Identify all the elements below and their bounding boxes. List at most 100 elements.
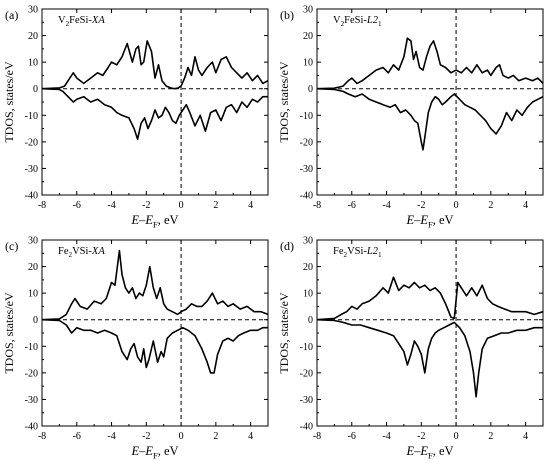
panel-title-part: XA — [91, 246, 105, 257]
panel-title-part: V — [58, 15, 66, 26]
y-tick-label: 10 — [303, 58, 313, 69]
y-tick-label: -20 — [300, 368, 313, 379]
series-line-lower — [316, 318, 543, 398]
y-tick-label: 10 — [28, 58, 38, 69]
x-axis-label-part: F — [153, 451, 158, 461]
panel-title-part: VSi- — [347, 246, 367, 257]
panel-title-part: 2 — [341, 20, 345, 28]
x-axis-label-part: F — [428, 451, 433, 461]
panel-label: (a) — [5, 8, 18, 22]
x-axis-label: E–EF, eV — [130, 213, 178, 230]
y-tick-label: 30 — [303, 5, 313, 16]
panel-label: (b) — [280, 8, 294, 22]
x-tick-label: -2 — [142, 431, 150, 442]
y-tick-label: -10 — [300, 342, 313, 353]
y-axis-label: TDOS, states/eV — [2, 292, 16, 374]
x-tick-label: -8 — [313, 200, 321, 211]
series-line-upper — [316, 276, 544, 321]
x-tick-label: -8 — [313, 431, 321, 442]
x-tick-label: -4 — [382, 431, 390, 442]
y-tick-label: -20 — [300, 137, 313, 148]
x-axis-label-part: – — [413, 213, 421, 227]
y-tick-label: -10 — [300, 111, 313, 122]
panel-title: Fe2VSi-XA — [58, 246, 105, 259]
panel-title-part: L2 — [366, 246, 379, 257]
x-axis-label-part: – — [413, 444, 421, 458]
y-tick-label: 0 — [308, 84, 313, 95]
panel-title-part: 2 — [69, 251, 73, 259]
x-tick-label: -4 — [382, 200, 390, 211]
x-axis-label-part: , eV — [158, 213, 179, 227]
panel-title-part: L2 — [366, 15, 379, 26]
x-tick-label: 2 — [488, 200, 493, 211]
y-tick-label: -30 — [300, 395, 313, 406]
x-tick-label: -2 — [417, 200, 425, 211]
x-axis-label-part: E — [405, 213, 414, 227]
y-tick-label: -20 — [25, 368, 38, 379]
series-line-upper — [41, 249, 269, 321]
plot-frame — [316, 8, 544, 196]
series-line-upper — [41, 40, 269, 90]
y-tick-label: -40 — [300, 191, 313, 202]
x-tick-label: -2 — [142, 200, 150, 211]
x-axis-label-part: E — [130, 213, 139, 227]
x-tick-label: 0 — [454, 200, 459, 211]
panel-title-part: XA — [91, 15, 105, 26]
x-tick-label: -2 — [417, 431, 425, 442]
y-axis-label: TDOS, states/eV — [277, 61, 291, 143]
series-line-lower — [41, 318, 268, 374]
x-tick-label: -4 — [107, 200, 115, 211]
x-tick-label: 0 — [454, 431, 459, 442]
y-tick-label: -30 — [300, 164, 313, 175]
y-tick-label: -40 — [25, 191, 38, 202]
x-tick-label: 4 — [523, 200, 528, 211]
panel-title-part: 2 — [344, 251, 348, 259]
x-axis-label-part: E — [405, 444, 414, 458]
y-axis-label: TDOS, states/eV — [2, 61, 16, 143]
plot-frame — [41, 239, 269, 427]
y-tick-label: -30 — [25, 164, 38, 175]
x-tick-label: 2 — [213, 431, 218, 442]
x-tick-label: -6 — [73, 200, 81, 211]
y-tick-label: -10 — [25, 342, 38, 353]
x-axis-label: E–EF, eV — [405, 444, 453, 461]
y-tick-label: 30 — [28, 236, 38, 247]
x-tick-label: 4 — [248, 200, 253, 211]
x-tick-label: -8 — [38, 431, 46, 442]
y-tick-label: -20 — [25, 137, 38, 148]
x-tick-label: 0 — [179, 431, 184, 442]
x-axis-label-part: E — [144, 444, 153, 458]
panel-title-part: VSi- — [72, 246, 92, 257]
panel-title: V2FeSi-XA — [58, 15, 105, 28]
plot-frame — [41, 8, 269, 196]
panel-title-part: 2 — [66, 20, 70, 28]
series-line-upper — [316, 37, 544, 90]
y-axis-label: TDOS, states/eV — [277, 292, 291, 374]
x-axis-label-part: E — [419, 213, 428, 227]
panel-title-part: Fe — [333, 246, 344, 257]
y-tick-label: 10 — [303, 289, 313, 300]
panel-title-part: V — [333, 15, 341, 26]
y-tick-label: 20 — [303, 31, 313, 42]
y-tick-label: 0 — [33, 84, 38, 95]
y-tick-label: -40 — [300, 422, 313, 433]
x-axis-label-part: – — [138, 444, 146, 458]
x-tick-label: -6 — [348, 200, 356, 211]
x-axis-label-part: E — [130, 444, 139, 458]
x-axis-label-part: F — [153, 220, 158, 230]
panel-title: Fe2VSi-L21 — [333, 246, 382, 259]
x-tick-label: -6 — [348, 431, 356, 442]
panel-title-part: Fe — [58, 246, 69, 257]
series-line-lower — [41, 87, 268, 140]
panel-label: (c) — [5, 239, 18, 253]
x-tick-label: -6 — [73, 431, 81, 442]
x-axis-label-part: , eV — [433, 213, 454, 227]
y-tick-label: 20 — [28, 262, 38, 273]
x-tick-label: -8 — [38, 200, 46, 211]
y-tick-label: -30 — [25, 395, 38, 406]
